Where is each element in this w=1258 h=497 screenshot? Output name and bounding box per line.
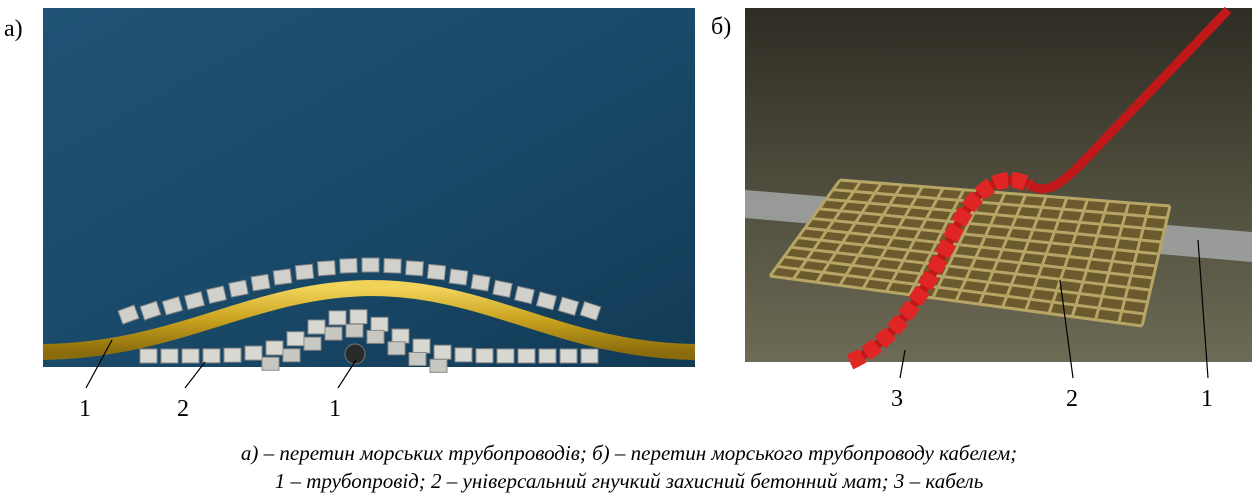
decoration (294, 263, 315, 281)
decoration (535, 291, 558, 311)
decoration (328, 310, 347, 326)
panel-label: б) (711, 14, 731, 40)
callout: 2 (1066, 386, 1078, 412)
decoration (408, 352, 427, 367)
decoration (370, 316, 389, 332)
decoration (244, 345, 263, 361)
decoration (117, 304, 140, 325)
decoration (559, 348, 578, 364)
decoration (265, 340, 284, 356)
decoration (250, 273, 271, 292)
callout: 3 (891, 386, 903, 412)
callout: 1 (329, 396, 341, 422)
decoration (361, 257, 380, 273)
decoration (475, 348, 494, 364)
decoration (282, 348, 301, 363)
decoration (448, 268, 469, 286)
decoration (139, 300, 162, 321)
decoration (538, 348, 557, 364)
decoration (804, 226, 1157, 268)
decoration (181, 348, 200, 364)
decoration (433, 344, 452, 360)
decoration (307, 319, 326, 335)
decoration (579, 300, 602, 321)
decoration (470, 273, 491, 292)
decoration (797, 236, 1154, 280)
decoration (825, 197, 1165, 232)
decoration (580, 348, 599, 364)
decoration (317, 260, 336, 277)
decoration (839, 178, 1171, 208)
decoration (405, 260, 424, 277)
decoration (286, 331, 305, 347)
decoration (391, 328, 410, 344)
caption-line: 1 – трубопровід; 2 – універсальний гнучк… (275, 469, 984, 493)
decoration (557, 296, 580, 316)
decoration (366, 329, 385, 344)
decoration (228, 279, 249, 298)
decoration (496, 348, 515, 364)
decoration (387, 341, 406, 356)
decoration (339, 258, 358, 274)
decoration (776, 264, 1145, 316)
decoration (183, 291, 206, 311)
decoration (383, 258, 402, 274)
decoration (769, 274, 1143, 328)
decoration (412, 338, 431, 354)
decoration (454, 347, 473, 363)
panel-b-image (745, 6, 1252, 370)
decoration (429, 358, 448, 373)
decoration (783, 255, 1148, 304)
decoration (161, 296, 184, 316)
callout: 1 (1201, 386, 1213, 412)
decoration (832, 188, 1168, 220)
decoration (324, 326, 343, 341)
decoration (514, 285, 535, 305)
decoration (818, 207, 1162, 244)
panel-a-image (42, 8, 696, 373)
decoration (790, 245, 1151, 292)
decoration (160, 348, 179, 364)
decoration (349, 309, 368, 325)
decoration (811, 216, 1159, 256)
decoration (139, 348, 158, 364)
decoration (223, 347, 242, 363)
panel-label: а) (4, 16, 23, 42)
callout: 1 (79, 396, 91, 422)
decoration (206, 285, 227, 305)
decoration (261, 356, 280, 371)
callout: 2 (177, 396, 189, 422)
decoration (303, 336, 322, 351)
decoration (426, 263, 447, 281)
decoration (517, 348, 536, 364)
decoration (345, 323, 364, 338)
caption-line: а) – перетин морських трубопроводів; б) … (241, 441, 1017, 465)
leaders (85, 239, 1209, 389)
decoration (272, 268, 293, 286)
decoration (202, 348, 221, 364)
decoration (492, 279, 513, 298)
